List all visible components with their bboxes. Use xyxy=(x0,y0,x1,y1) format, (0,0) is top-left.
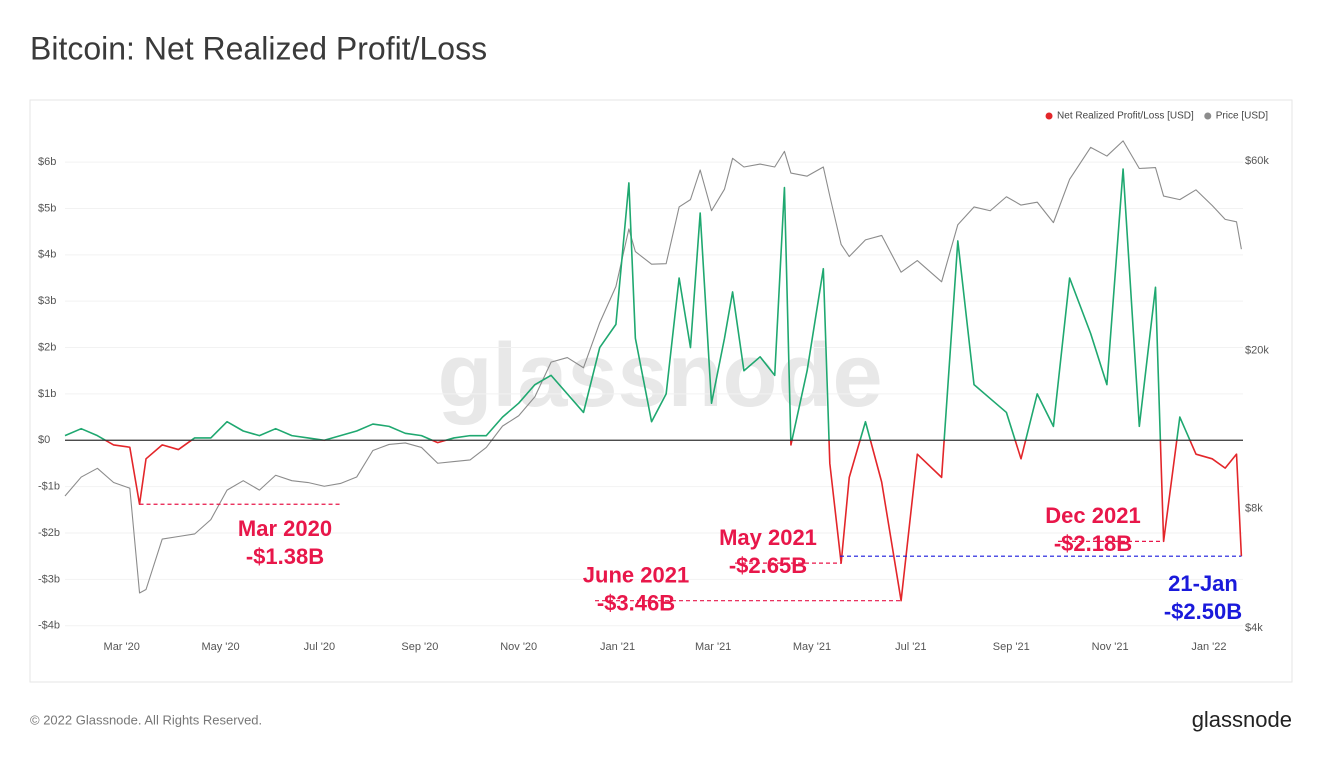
brand-logo: glassnode xyxy=(1192,707,1292,732)
pl-line xyxy=(64,168,1243,602)
y-tick-label: $1b xyxy=(38,388,56,400)
annotation-value: -$2.18B xyxy=(1054,531,1132,556)
y2-tick-label: $8k xyxy=(1245,502,1263,514)
y-tick-label: $5b xyxy=(38,202,56,214)
watermark: glassnode xyxy=(437,326,882,426)
y-tick-label: -$4b xyxy=(38,620,60,632)
chart-panel xyxy=(29,99,1293,683)
annotation-value: -$2.65B xyxy=(729,553,807,578)
x-tick-label: Nov '20 xyxy=(500,641,537,653)
y-tick-label: -$1b xyxy=(38,481,60,493)
x-tick-label: Jul '20 xyxy=(304,641,335,653)
x-tick-label: Jan '21 xyxy=(600,641,635,653)
x-tick-label: Jul '21 xyxy=(895,641,926,653)
x-tick-label: Sep '21 xyxy=(993,641,1030,653)
annotation-value: -$3.46B xyxy=(597,591,675,616)
x-tick-label: May '21 xyxy=(793,641,831,653)
y-tick-label: $0 xyxy=(38,434,50,446)
annotation-title: Dec 2021 xyxy=(1045,503,1140,528)
x-tick-label: Nov '21 xyxy=(1092,641,1129,653)
legend-marker xyxy=(1045,112,1053,120)
annotation-title: 21-Jan xyxy=(1168,571,1238,596)
chart-title: Bitcoin: Net Realized Profit/Loss xyxy=(30,30,487,66)
annotation-title: Mar 2020 xyxy=(238,516,332,541)
annotation-value: -$2.50B xyxy=(1164,599,1242,624)
y2-tick-label: $60k xyxy=(1245,155,1269,167)
x-tick-label: Mar '20 xyxy=(104,641,140,653)
annotation-title: May 2021 xyxy=(719,525,817,550)
price-line xyxy=(64,140,1242,594)
y-tick-label: $6b xyxy=(38,156,56,168)
legend-label: Net Realized Profit/Loss [USD] xyxy=(1057,111,1194,122)
x-tick-label: Jan '22 xyxy=(1191,641,1226,653)
legend-marker xyxy=(1204,112,1212,120)
y-tick-label: $4b xyxy=(38,249,56,261)
y-tick-label: $2b xyxy=(38,341,56,353)
annotation-value: -$1.38B xyxy=(246,544,324,569)
x-tick-label: Sep '20 xyxy=(401,641,438,653)
y-tick-label: $3b xyxy=(38,295,56,307)
footer: © 2022 Glassnode. All Rights Reserved. xyxy=(30,712,262,727)
legend-label: Price [USD] xyxy=(1216,111,1268,122)
y-tick-label: -$2b xyxy=(38,527,60,539)
y2-tick-label: $4k xyxy=(1245,622,1263,634)
y2-tick-label: $20k xyxy=(1245,344,1269,356)
y-tick-label: -$3b xyxy=(38,573,60,585)
x-tick-label: Mar '21 xyxy=(695,641,731,653)
annotation-title: June 2021 xyxy=(583,563,689,588)
x-tick-label: May '20 xyxy=(201,641,239,653)
